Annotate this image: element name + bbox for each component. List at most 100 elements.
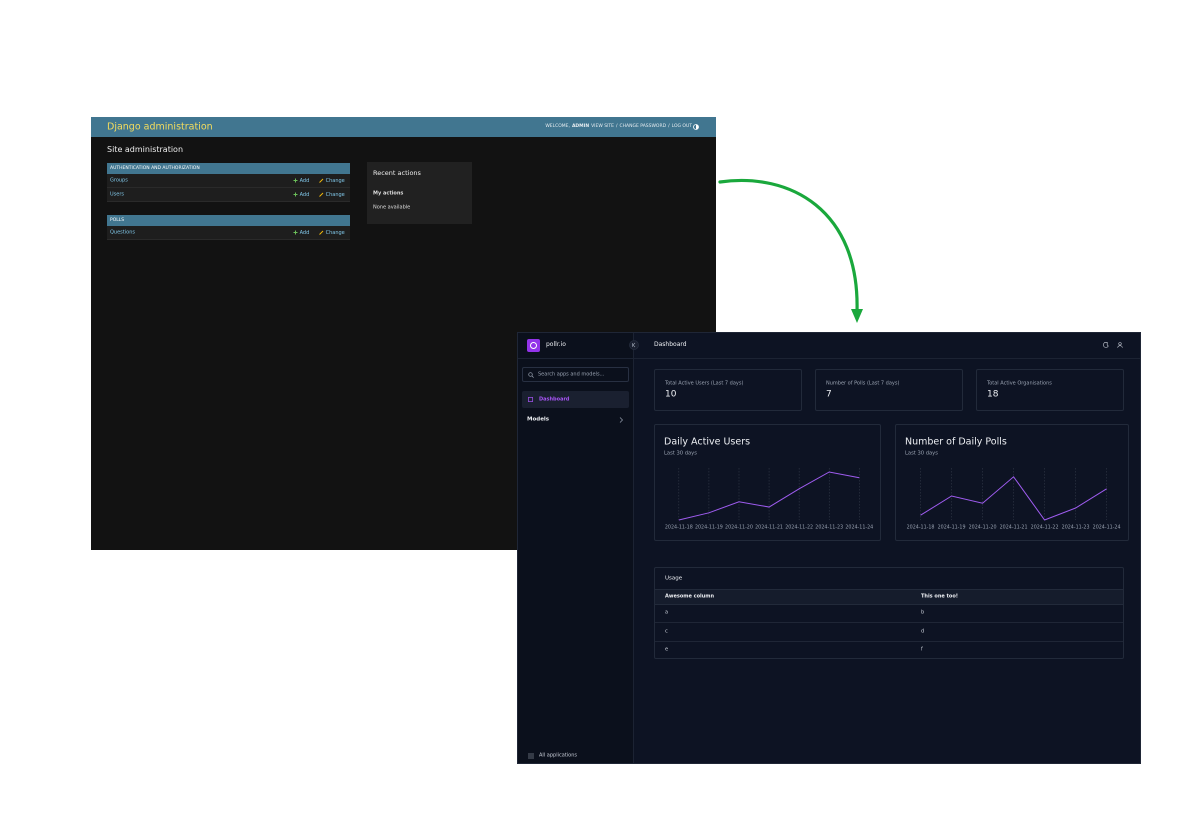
column-header: This one too! xyxy=(921,593,959,600)
nav-dashboard: Dashboard xyxy=(539,396,570,402)
change-icon xyxy=(319,178,324,183)
chart-title: Number of Daily Polls xyxy=(905,437,1007,448)
column-header: Awesome column xyxy=(665,593,715,600)
chevron xyxy=(619,417,623,423)
add-link[interactable]: Add xyxy=(293,192,309,198)
kpi-value: 10 xyxy=(665,389,677,400)
table-card: Usage Awesome column This one too! a b c d e f xyxy=(654,567,1124,659)
add-icon xyxy=(293,192,298,197)
x-tick-label: 2024-11-24 xyxy=(845,525,873,531)
x-tick-label: 2024-11-20 xyxy=(969,525,997,531)
table-header: Awesome column This one too! xyxy=(655,589,1123,605)
add-text: Add xyxy=(299,230,310,236)
model-link[interactable]: Questions xyxy=(110,229,135,236)
kpi-label: Total Active Organisations xyxy=(987,380,1052,387)
x-tick-label: 2024-11-18 xyxy=(665,525,693,531)
x-tick-label: 2024-11-19 xyxy=(695,525,723,531)
kpi-value: 18 xyxy=(987,389,999,400)
chart: Daily Active Users Last 30 days 2024-11-18… xyxy=(664,437,873,531)
add-link[interactable]: Add xyxy=(293,230,309,236)
separator: / xyxy=(668,123,670,129)
change-link[interactable]: Change xyxy=(319,230,345,236)
recent-subtitle: My actions xyxy=(373,190,404,197)
nav-active[interactable]: Dashboard xyxy=(522,391,629,408)
model-link[interactable]: Users xyxy=(110,191,125,198)
kpi-label: Number of Polls (Last 7 days) xyxy=(826,380,900,387)
x-tick-label: 2024-11-24 xyxy=(1093,525,1121,531)
page-title: Dashboard xyxy=(654,341,687,348)
divider xyxy=(633,358,1140,359)
kpi-card: Total Active Users (Last 7 days) 10 xyxy=(654,369,802,411)
recent-empty: None available xyxy=(373,204,411,211)
module-row: Questions Add Change xyxy=(107,226,350,240)
change-link[interactable]: Change xyxy=(319,178,345,184)
chart: Number of Daily Polls Last 30 days 2024-11… xyxy=(905,437,1121,531)
branding[interactable]: Django administration xyxy=(107,121,213,133)
change-icon xyxy=(319,230,324,235)
change-icon xyxy=(319,192,324,197)
x-tick-label: 2024-11-18 xyxy=(907,525,935,531)
recent-title: Recent actions xyxy=(373,168,421,177)
change-link[interactable]: Change xyxy=(319,192,345,198)
change-password[interactable]: CHANGE PASSWORD xyxy=(619,123,667,129)
module-row: Groups Add Change xyxy=(107,174,350,188)
all-applications[interactable]: All applications xyxy=(539,752,577,759)
search-placeholder: Search apps and models... xyxy=(538,371,605,378)
module-row: Users Add Change xyxy=(107,188,350,202)
kpi-card: Number of Polls (Last 7 days) 7 xyxy=(815,369,963,411)
search-icon xyxy=(528,372,534,378)
grid-icon xyxy=(528,753,534,759)
nav-models[interactable]: Models xyxy=(527,416,550,423)
view-site[interactable]: VIEW SITE xyxy=(591,123,614,129)
line xyxy=(920,476,1107,521)
welcome: WELCOME, xyxy=(545,123,570,129)
search-box[interactable]: Search apps and models... xyxy=(522,367,629,382)
x-tick-label: 2024-11-20 xyxy=(725,525,753,531)
add-text: Add xyxy=(299,192,310,198)
table-cell: f xyxy=(921,646,923,653)
page-title: Site administration xyxy=(107,145,184,154)
user-tools: WELCOME, ADMIN VIEW SITE / CHANGE PASSWO… xyxy=(545,123,692,130)
x-tick-label: 2024-11-21 xyxy=(1000,525,1028,531)
brand[interactable]: pollr.io xyxy=(546,341,566,348)
table-cell: a xyxy=(665,609,669,616)
change-text: Change xyxy=(325,178,345,184)
module-caption: POLLS xyxy=(107,215,350,226)
x-tick-label: 2024-11-23 xyxy=(1062,525,1090,531)
divider xyxy=(518,358,633,359)
chart-title: Daily Active Users xyxy=(664,437,750,448)
add-icon xyxy=(293,178,298,183)
sidebar: pollr.io Search apps and models... Dashb… xyxy=(518,333,634,763)
kpi-card: Total Active Organisations 18 xyxy=(976,369,1124,411)
collapse-button[interactable] xyxy=(629,340,639,350)
add-link[interactable]: Add xyxy=(293,178,309,184)
log-out[interactable]: LOG OUT xyxy=(671,123,692,129)
unfold-window: pollr.io Search apps and models... Dashb… xyxy=(517,332,1141,764)
theme-icon[interactable] xyxy=(1103,342,1109,348)
add-text: Add xyxy=(299,178,310,184)
chart-card: Daily Active Users Last 30 days 2024-11-18… xyxy=(654,424,881,541)
brand-icon xyxy=(527,339,540,352)
django-header: Django administration WELCOME, ADMIN VIE… xyxy=(91,117,716,137)
user-icon[interactable] xyxy=(1117,342,1123,348)
x-tick-label: 2024-11-23 xyxy=(815,525,843,531)
x-tick-label: 2024-11-19 xyxy=(938,525,966,531)
kpi-value: 7 xyxy=(826,389,832,400)
username: ADMIN xyxy=(571,123,590,129)
dashboard-icon xyxy=(528,397,533,402)
table-cell: b xyxy=(921,609,925,616)
theme-toggle[interactable] xyxy=(693,124,699,130)
table-cell: d xyxy=(921,628,925,634)
recent-actions: Recent actions My actions None available xyxy=(367,162,472,224)
model-link[interactable]: Groups xyxy=(110,177,128,184)
line xyxy=(678,471,860,521)
change-text: Change xyxy=(325,192,345,198)
table-cell: c xyxy=(665,628,668,634)
caption-text: POLLS xyxy=(110,217,125,223)
change-text: Change xyxy=(325,230,345,236)
chart-subtitle: Last 30 days xyxy=(905,451,938,457)
